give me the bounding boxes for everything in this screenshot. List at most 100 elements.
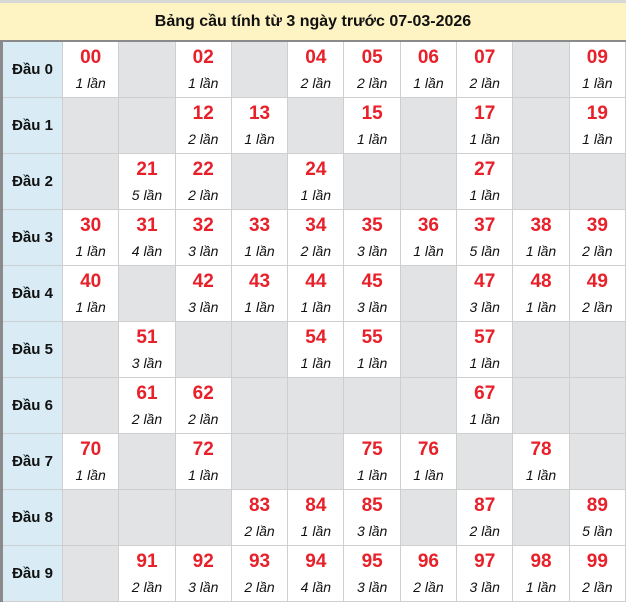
number-cell: 12 2 lần <box>174 96 232 154</box>
row-header: Đầu 6 <box>1 376 63 434</box>
empty-cell <box>287 432 345 490</box>
occurrence-count: 1 lần <box>413 242 444 259</box>
occurrence-count: 2 lần <box>188 186 219 203</box>
occurrence-count: 2 lần <box>582 298 613 315</box>
empty-cell <box>230 152 289 210</box>
number-cell: 19 1 lần <box>568 96 626 154</box>
row-header: Đầu 8 <box>1 488 63 546</box>
number-cell: 07 2 lần <box>456 40 514 98</box>
number-cell: 00 1 lần <box>61 40 120 98</box>
empty-cell <box>456 432 514 490</box>
number-cell: 72 1 lần <box>174 432 232 490</box>
occurrence-count: 4 lần <box>300 578 332 595</box>
lottery-frequency-table: Đầu 0 00 1 lần 02 1 lần 04 2 lần 05 2 lần 06 1 lần… <box>0 40 626 602</box>
number-cell: 24 1 lần <box>287 152 345 210</box>
occurrence-count: 4 lần <box>131 242 163 259</box>
lottery-number: 39 <box>586 214 608 236</box>
occurrence-count: 1 lần <box>413 74 444 91</box>
lottery-number: 94 <box>305 550 327 572</box>
number-cell: 43 1 lần <box>230 264 289 322</box>
occurrence-count: 2 lần <box>469 74 500 91</box>
number-cell: 13 1 lần <box>230 96 289 154</box>
lottery-number: 99 <box>586 550 608 572</box>
lottery-number: 32 <box>192 214 214 236</box>
occurrence-count: 1 lần <box>469 186 500 203</box>
empty-cell <box>174 488 232 546</box>
lottery-number: 43 <box>248 270 271 292</box>
lottery-number: 89 <box>586 494 608 516</box>
number-cell: 42 3 lần <box>174 264 232 322</box>
occurrence-count: 3 lần <box>356 522 388 539</box>
lottery-number: 55 <box>361 326 383 348</box>
number-cell: 55 1 lần <box>343 320 401 378</box>
occurrence-count: 3 lần <box>356 578 388 595</box>
number-cell: 49 2 lần <box>568 264 626 322</box>
occurrence-count: 5 lần <box>582 522 613 539</box>
number-cell: 45 3 lần <box>343 264 401 322</box>
empty-cell <box>118 264 176 322</box>
lottery-number: 38 <box>530 214 552 236</box>
number-cell: 61 2 lần <box>118 376 176 434</box>
lottery-number: 13 <box>248 102 271 124</box>
empty-cell <box>399 320 458 378</box>
number-cell: 48 1 lần <box>512 264 570 322</box>
lottery-number: 17 <box>474 102 496 124</box>
table-title: Bảng cầu tính từ 3 ngày trước 07-03-2026 <box>0 0 626 40</box>
lottery-number: 47 <box>474 270 496 292</box>
empty-cell <box>118 96 176 154</box>
lottery-number: 21 <box>136 158 158 180</box>
empty-cell <box>61 376 120 434</box>
lottery-number: 85 <box>361 494 383 516</box>
number-cell: 57 1 lần <box>456 320 514 378</box>
empty-cell <box>118 488 176 546</box>
lottery-number: 09 <box>586 46 608 68</box>
lottery-number: 91 <box>136 550 158 572</box>
occurrence-count: 1 lần <box>300 298 332 315</box>
row-header: Đầu 5 <box>1 320 63 378</box>
number-cell: 38 1 lần <box>512 208 570 266</box>
number-cell: 70 1 lần <box>61 432 120 490</box>
occurrence-count: 2 lần <box>244 522 275 539</box>
number-cell: 33 1 lần <box>230 208 289 266</box>
lottery-number: 19 <box>586 102 608 124</box>
empty-cell <box>230 320 289 378</box>
occurrence-count: 1 lần <box>469 130 500 147</box>
empty-cell <box>287 96 345 154</box>
occurrence-count: 3 lần <box>356 298 388 315</box>
lottery-number: 49 <box>586 270 608 292</box>
number-cell: 37 5 lần <box>456 208 514 266</box>
lottery-number: 76 <box>417 438 439 460</box>
empty-cell <box>512 320 570 378</box>
number-cell: 05 2 lần <box>343 40 401 98</box>
lottery-number: 92 <box>192 550 214 572</box>
empty-cell <box>512 96 570 154</box>
occurrence-count: 2 lần <box>356 74 388 91</box>
lottery-number: 96 <box>417 550 439 572</box>
lottery-number: 70 <box>80 438 102 460</box>
empty-cell <box>399 152 458 210</box>
lottery-number: 72 <box>192 438 214 460</box>
number-cell: 83 2 lần <box>230 488 289 546</box>
number-cell: 04 2 lần <box>287 40 345 98</box>
occurrence-count: 2 lần <box>582 578 613 595</box>
empty-cell <box>61 544 120 602</box>
number-cell: 93 2 lần <box>230 544 289 602</box>
occurrence-count: 1 lần <box>300 186 332 203</box>
table-row: Đầu 8 83 2 lần 84 1 lần 85 3 lần 87 2 lần 89 5 lần <box>1 488 626 546</box>
lottery-number: 37 <box>474 214 496 236</box>
number-cell: 92 3 lần <box>174 544 232 602</box>
number-cell: 85 3 lần <box>343 488 401 546</box>
occurrence-count: 1 lần <box>300 354 332 371</box>
number-cell: 02 1 lần <box>174 40 232 98</box>
table-row: Đầu 5 51 3 lần 54 1 lần 55 1 lần 57 1 lần <box>1 320 626 378</box>
number-cell: 51 3 lần <box>118 320 176 378</box>
number-cell: 40 1 lần <box>61 264 120 322</box>
empty-cell <box>61 488 120 546</box>
number-cell: 94 4 lần <box>287 544 345 602</box>
empty-cell <box>61 320 120 378</box>
occurrence-count: 2 lần <box>131 578 163 595</box>
lottery-number: 42 <box>192 270 214 292</box>
occurrence-count: 2 lần <box>413 578 444 595</box>
row-header: Đầu 0 <box>1 40 63 98</box>
row-header: Đầu 4 <box>1 264 63 322</box>
